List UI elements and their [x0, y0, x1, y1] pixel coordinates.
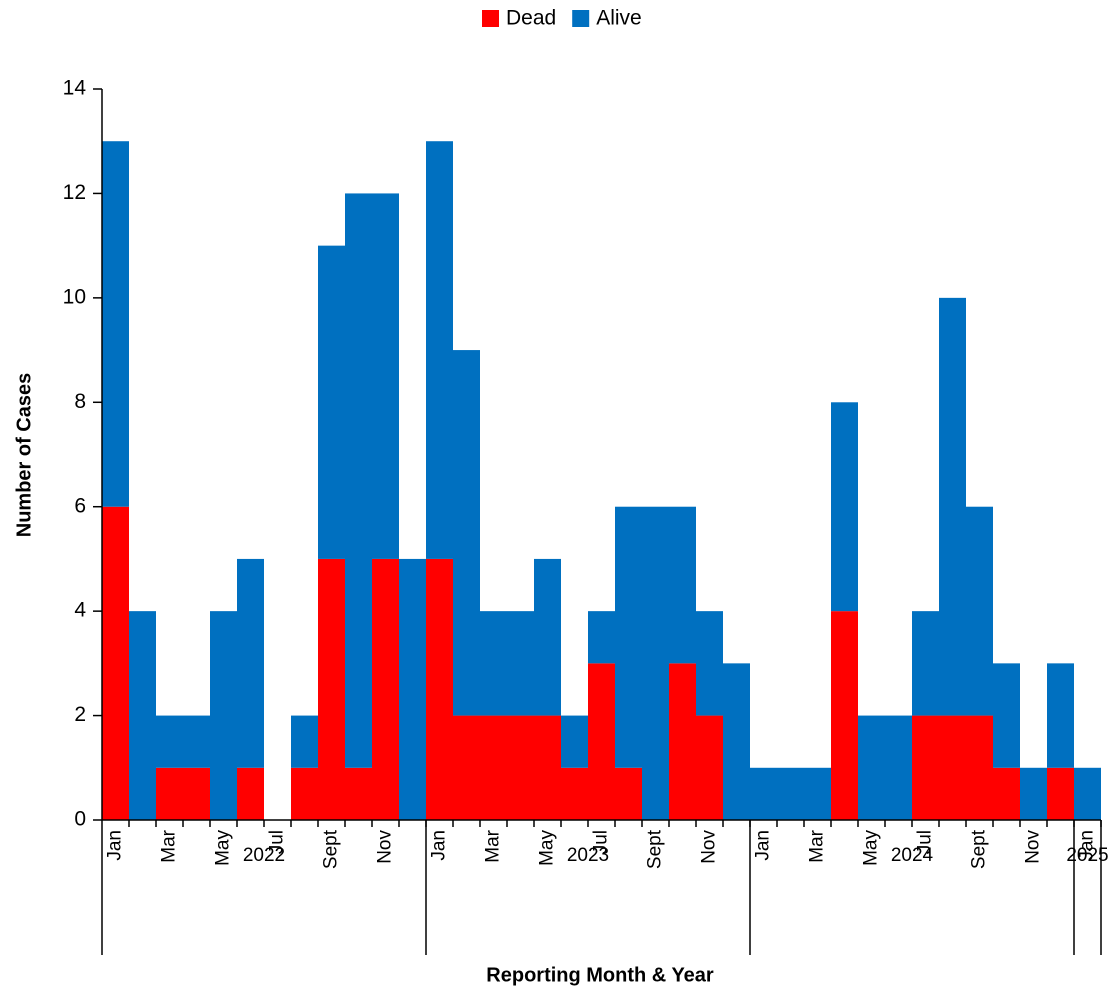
- bar: [534, 558, 561, 716]
- bar: [1047, 663, 1074, 768]
- bar: [1074, 767, 1101, 820]
- bar: [939, 715, 966, 820]
- x-tick-label: Jul: [591, 830, 612, 854]
- y-tick-label: 6: [74, 494, 86, 517]
- bar: [372, 558, 399, 820]
- y-tick-label: 2: [74, 703, 86, 726]
- bar: [183, 715, 210, 768]
- y-tick-label: 4: [74, 599, 86, 622]
- bar: [912, 611, 939, 716]
- x-axis-title: Reporting Month & Year: [486, 964, 714, 986]
- x-tick-label: Jan: [105, 830, 126, 861]
- x-tick-label: Nov: [1023, 830, 1044, 864]
- bar: [156, 715, 183, 768]
- group-label: 2025: [1066, 845, 1108, 866]
- x-tick-label: Sept: [645, 829, 666, 869]
- bar: [885, 715, 912, 820]
- x-tick-label: Sept: [321, 829, 342, 869]
- y-tick-label: 12: [63, 181, 86, 204]
- legend-label: Dead: [506, 7, 556, 30]
- bar: [399, 558, 426, 820]
- x-tick-label: Nov: [375, 830, 396, 864]
- x-tick-label: May: [213, 830, 234, 866]
- bar: [696, 611, 723, 716]
- bar: [345, 767, 372, 820]
- bar: [588, 611, 615, 664]
- bar: [102, 506, 129, 820]
- bar: [939, 297, 966, 716]
- bar: [210, 611, 237, 820]
- bar: [696, 715, 723, 820]
- x-tick-label: Jan: [753, 830, 774, 861]
- bar: [615, 506, 642, 768]
- x-tick-label: Jul: [915, 830, 936, 854]
- bar: [993, 767, 1020, 820]
- bar: [588, 663, 615, 820]
- y-tick-label: 8: [74, 390, 86, 413]
- x-tick-label: Mar: [159, 829, 180, 862]
- bar: [993, 663, 1020, 768]
- x-tick-label: Nov: [699, 830, 720, 864]
- bar: [102, 141, 129, 507]
- bar: [858, 715, 885, 820]
- bar: [966, 715, 993, 820]
- bar: [507, 715, 534, 820]
- bar: [345, 193, 372, 768]
- bar: [615, 767, 642, 820]
- bar: [777, 767, 804, 820]
- bar: [534, 715, 561, 820]
- bar: [831, 611, 858, 820]
- bar: [291, 767, 318, 820]
- bar: [507, 611, 534, 716]
- bar: [426, 558, 453, 820]
- y-tick-label: 0: [74, 808, 86, 831]
- x-tick-label: Jan: [1077, 830, 1098, 861]
- x-tick-label: Sept: [969, 829, 990, 869]
- bar: [453, 350, 480, 716]
- bar: [723, 663, 750, 820]
- bar: [237, 767, 264, 820]
- bar: [1047, 767, 1074, 820]
- legend-swatch: [572, 10, 590, 27]
- bar: [831, 402, 858, 612]
- bar: [1020, 767, 1047, 820]
- bar: [453, 715, 480, 820]
- bar: [669, 663, 696, 820]
- bar: [561, 715, 588, 768]
- x-tick-label: Mar: [483, 829, 504, 862]
- group-label: 2022: [243, 845, 285, 866]
- x-tick-label: May: [861, 830, 882, 866]
- bar: [318, 558, 345, 820]
- x-tick-label: Mar: [807, 829, 828, 862]
- bar: [237, 558, 264, 768]
- group-label: 2024: [891, 845, 934, 866]
- bar: [156, 767, 183, 820]
- bar: [372, 193, 399, 559]
- x-tick-label: Jul: [267, 830, 288, 854]
- y-tick-label: 14: [63, 77, 87, 100]
- bar: [480, 715, 507, 820]
- group-label: 2023: [567, 845, 609, 866]
- x-tick-label: Jan: [429, 830, 450, 861]
- bar: [669, 506, 696, 664]
- bar: [750, 767, 777, 820]
- bar: [480, 611, 507, 716]
- legend-label: Alive: [596, 7, 642, 30]
- bar: [291, 715, 318, 768]
- bar: [426, 141, 453, 559]
- bar: [642, 506, 669, 820]
- bar: [912, 715, 939, 820]
- x-tick-label: May: [537, 830, 558, 866]
- y-tick-label: 10: [63, 285, 86, 308]
- y-axis-title: Number of Cases: [13, 373, 35, 538]
- bar: [804, 767, 831, 820]
- bar: [183, 767, 210, 820]
- bar: [561, 767, 588, 820]
- bar: [318, 245, 345, 559]
- bar: [129, 611, 156, 820]
- bar: [966, 506, 993, 716]
- legend-swatch: [482, 10, 499, 27]
